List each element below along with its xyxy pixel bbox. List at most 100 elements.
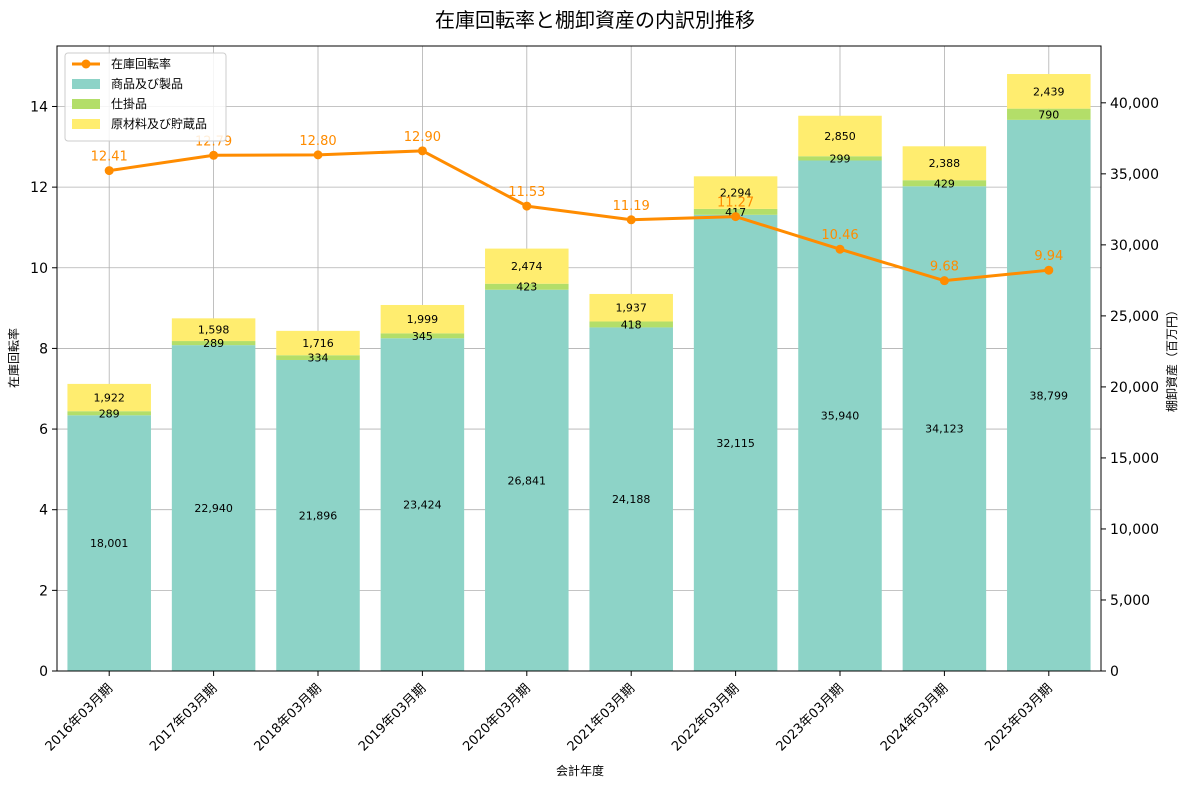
x-tick-label: 2018年03月期 [252,681,325,754]
turnover-point [417,146,427,156]
turnover-value-label: 10.46 [821,228,858,243]
x-tick-label: 2025年03月期 [982,681,1055,754]
legend-label: 原材料及び貯蔵品 [111,117,207,131]
x-tick-label: 2022年03月期 [669,681,742,754]
right-tick-label: 5,000 [1110,593,1150,609]
legend-swatch [72,79,100,89]
turnover-value-label: 11.53 [508,185,545,200]
turnover-point [104,166,114,176]
turnover-value-label: 12.80 [299,134,336,149]
bar-value-label: 18,001 [90,537,129,550]
chart-title: 在庫回転率と棚卸資産の内訳別推移 [435,8,755,32]
right-tick-label: 35,000 [1110,167,1159,183]
left-tick-label: 10 [30,261,48,277]
legend-label: 商品及び製品 [111,76,183,91]
bar-1-7 [798,156,882,161]
right-tick-label: 25,000 [1110,309,1159,325]
bar-value-label: 24,188 [612,493,651,506]
turnover-point [209,150,219,160]
bar-value-label: 2,294 [720,187,752,200]
bar-0-1 [171,345,256,671]
bar-1-3 [380,333,465,339]
x-tick-label: 2021年03月期 [565,681,638,754]
right-tick-label: 20,000 [1110,380,1159,396]
bar-value-label: 35,940 [821,410,860,423]
bar-value-label: 1,999 [407,313,439,326]
bar-value-label: 26,841 [508,474,547,487]
turnover-point [626,215,636,225]
bar-value-label: 1,922 [93,392,125,405]
bar-0-8 [902,186,987,672]
bar-1-0 [67,411,151,416]
turnover-value-label: 12.41 [91,150,128,165]
x-tick-label: 2017年03月期 [147,681,220,754]
legend-marker [81,59,91,69]
left-tick-label: 4 [39,503,48,519]
turnover-point [939,276,949,286]
bar-1-9 [1007,108,1091,120]
bar-1-5 [589,321,673,328]
bar-0-3 [380,338,465,671]
legend-swatch [72,119,100,129]
left-tick-label: 14 [30,99,48,115]
bar-1-4 [485,283,569,290]
bar-value-label: 1,598 [198,324,230,337]
legend-label: 仕掛品 [111,96,147,111]
bar-value-label: 423 [516,281,537,294]
bar-value-label: 2,474 [511,260,543,273]
bar-value-label: 429 [934,177,955,190]
left-tick-label: 8 [39,341,48,357]
right-tick-label: 15,000 [1110,451,1159,467]
turnover-point [1044,265,1054,275]
right-tick-label: 10,000 [1110,522,1159,538]
bar-0-2 [276,359,360,671]
turnover-value-label: 11.19 [613,199,650,214]
x-tick-label: 2016年03月期 [43,681,116,754]
bar-value-label: 2,388 [929,157,961,170]
x-tick-label: 2024年03月期 [878,681,951,754]
turnover-point [835,244,845,254]
bar-1-2 [276,355,360,360]
bar-0-5 [589,327,673,671]
bar-2-7 [798,115,882,157]
left-tick-label: 2 [39,583,48,599]
bar-2-2 [276,330,360,356]
bar-value-label: 418 [621,318,642,331]
bar-2-5 [589,293,673,322]
bar-1-1 [171,341,256,346]
turnover-line [108,149,1049,283]
bar-1-8 [902,180,987,187]
bar-value-label: 2,850 [824,130,856,143]
bar-2-6 [693,176,778,209]
x-axis-label: 会計年度 [556,763,604,778]
bar-value-label: 34,123 [925,423,964,436]
turnover-value-label: 9.94 [1034,249,1063,264]
bar-2-8 [902,146,987,181]
bar-value-label: 38,799 [1030,389,1069,402]
bar-0-0 [67,415,151,671]
left-tick-label: 12 [30,180,48,196]
turnover-value-label: 11.27 [717,196,754,211]
bar-1-6 [693,208,778,215]
bar-0-4 [485,289,569,671]
bar-value-label: 23,424 [403,499,442,512]
bar-value-label: 1,937 [615,302,647,315]
turnover-point [313,150,323,160]
bar-value-label: 289 [203,337,224,350]
bar-value-label: 32,115 [716,437,755,450]
bar-value-label: 21,896 [299,509,338,522]
bar-2-4 [485,248,569,284]
left-y-axis-label: 在庫回転率 [6,328,21,388]
left-tick-label: 6 [39,422,48,438]
bar-0-6 [693,214,778,671]
plot-frame [56,45,1102,672]
left-tick-label: 0 [39,664,48,680]
bar-2-9 [1007,74,1091,109]
legend-swatch [72,99,100,109]
right-tick-label: 0 [1110,664,1119,680]
x-tick-label: 2020年03月期 [460,681,533,754]
x-tick-label: 2023年03月期 [774,681,847,754]
right-tick-label: 40,000 [1110,96,1159,112]
bar-value-label: 2,439 [1033,85,1065,98]
